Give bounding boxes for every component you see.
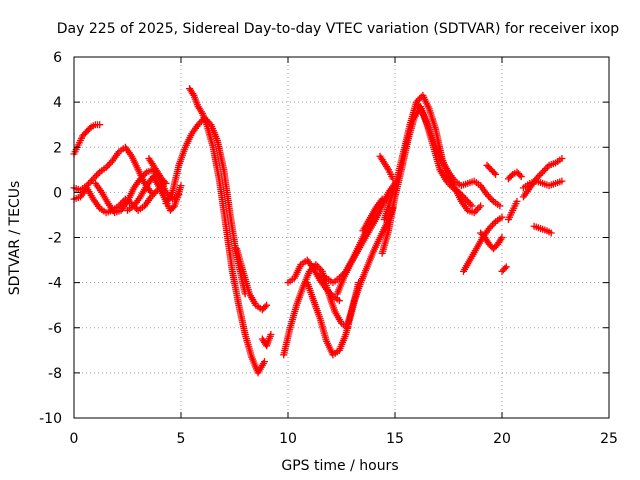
series-arc-28 <box>519 155 566 201</box>
series-arc-1 <box>70 121 104 158</box>
data-points <box>70 85 566 377</box>
data-point <box>169 203 177 211</box>
y-axis-title: SDTVAR / TECUs <box>7 181 23 296</box>
series-arc-25 <box>498 263 510 275</box>
data-point <box>486 194 494 202</box>
grid-lines <box>74 57 609 418</box>
data-point <box>539 168 547 176</box>
series-arc-3 <box>70 184 161 217</box>
x-tick-label: 10 <box>279 431 297 447</box>
x-axis-title: GPS time / hours <box>281 458 398 474</box>
series-arc-7 <box>162 114 249 298</box>
data-point <box>92 171 100 179</box>
y-tick-labels: -10 -8 -6 -4 -2 0 2 4 6 <box>39 50 62 427</box>
data-point <box>475 204 483 212</box>
y-tick-label: 4 <box>53 95 62 111</box>
data-point <box>378 195 386 203</box>
data-point <box>162 179 170 187</box>
x-tick-label: 20 <box>493 431 511 447</box>
data-point <box>104 162 112 170</box>
data-point <box>105 160 113 168</box>
series-arc-27 <box>504 197 521 223</box>
data-point <box>501 264 509 272</box>
series-arc-13 <box>303 279 363 359</box>
data-point <box>86 124 94 132</box>
data-point <box>488 196 496 204</box>
series-arc-30 <box>530 222 555 237</box>
data-point <box>335 297 343 305</box>
series-arc-10 <box>258 331 275 350</box>
data-point <box>537 170 545 178</box>
data-point <box>267 331 275 339</box>
series-arc-6 <box>145 155 170 187</box>
data-point <box>263 301 271 309</box>
data-point <box>558 177 566 185</box>
data-point <box>161 178 169 186</box>
y-tick-label: -10 <box>39 411 62 427</box>
data-point <box>488 221 496 229</box>
data-point <box>513 197 521 205</box>
series-arc-22 <box>459 213 506 275</box>
series-arc-16 <box>344 204 397 327</box>
series-arc-19 <box>380 91 485 223</box>
data-point <box>490 169 498 177</box>
series-arc-17 <box>359 195 386 235</box>
data-point <box>490 219 498 227</box>
data-point <box>507 172 515 180</box>
y-tick-label: -6 <box>48 321 62 337</box>
series-arc-20 <box>376 152 397 183</box>
data-point <box>492 170 500 178</box>
data-point <box>91 173 99 181</box>
data-point <box>516 171 524 179</box>
data-point <box>468 202 476 210</box>
series-arc-2 <box>70 143 155 196</box>
y-tick-label: 0 <box>53 185 62 201</box>
series-arc-26 <box>504 168 525 183</box>
data-point <box>177 182 185 190</box>
data-point <box>496 202 504 210</box>
data-point <box>558 155 566 163</box>
x-tick-label: 25 <box>600 431 618 447</box>
axis-ticks <box>73 56 610 419</box>
x-tick-label: 0 <box>70 431 79 447</box>
y-tick-label: 6 <box>53 50 62 66</box>
x-tick-label: 5 <box>177 431 186 447</box>
chart-title: Day 225 of 2025, Sidereal Day-to-day VTE… <box>57 21 620 37</box>
series-arc-29 <box>519 177 566 192</box>
data-point <box>86 178 94 186</box>
series-arc-23 <box>477 229 506 253</box>
data-point <box>261 303 269 311</box>
data-point <box>498 234 506 241</box>
data-point <box>260 358 268 366</box>
data-point <box>502 263 510 271</box>
x-tick-labels: 0 5 10 15 20 25 <box>70 431 618 447</box>
data-point <box>96 121 104 129</box>
y-tick-label: -4 <box>48 276 62 292</box>
data-point <box>517 173 525 181</box>
data-point <box>389 175 397 183</box>
y-tick-label: -8 <box>48 366 62 382</box>
data-point <box>477 202 485 210</box>
series-arc-9 <box>233 245 271 314</box>
data-point <box>540 166 548 174</box>
y-tick-label: -2 <box>48 231 62 247</box>
data-point <box>542 165 550 173</box>
data-point <box>94 170 102 178</box>
y-tick-label: 2 <box>53 140 62 156</box>
x-tick-label: 15 <box>386 431 404 447</box>
data-point <box>472 207 480 215</box>
series-arc-24 <box>483 161 500 178</box>
data-point <box>535 171 543 179</box>
data-point <box>547 229 555 237</box>
series-arc-21 <box>412 98 504 210</box>
series-arc-8 <box>186 85 268 377</box>
data-point <box>498 213 506 221</box>
